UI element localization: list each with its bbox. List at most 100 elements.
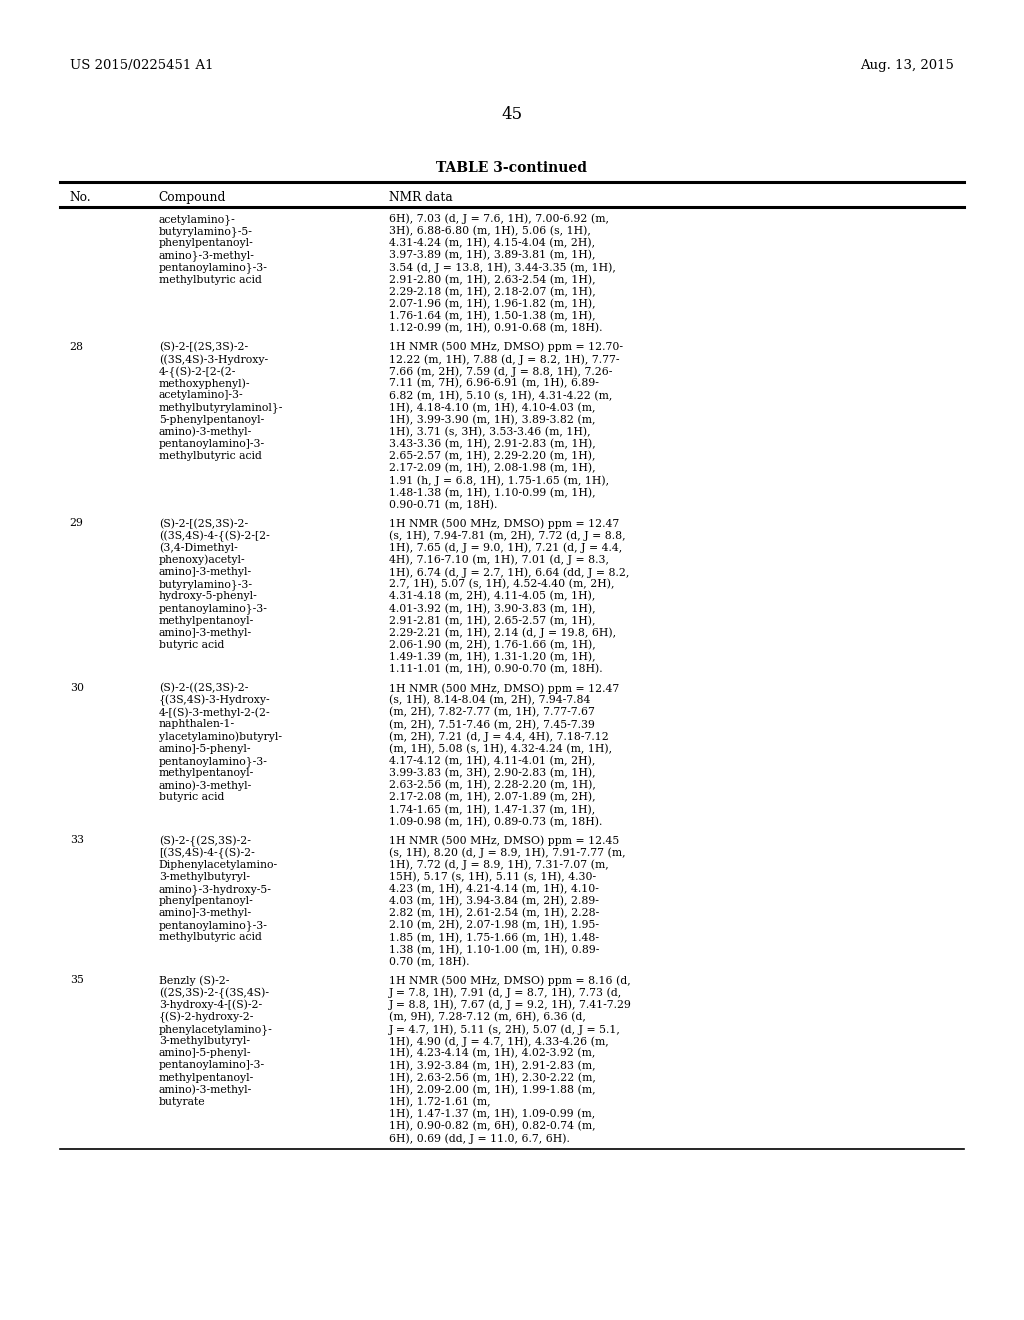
Text: 29: 29 [70, 519, 84, 528]
Text: 1H), 1.47-1.37 (m, 1H), 1.09-0.99 (m,: 1H), 1.47-1.37 (m, 1H), 1.09-0.99 (m, [389, 1109, 595, 1119]
Text: No.: No. [70, 191, 91, 205]
Text: 4.31-4.18 (m, 2H), 4.11-4.05 (m, 1H),: 4.31-4.18 (m, 2H), 4.11-4.05 (m, 1H), [389, 591, 596, 602]
Text: 6.82 (m, 1H), 5.10 (s, 1H), 4.31-4.22 (m,: 6.82 (m, 1H), 5.10 (s, 1H), 4.31-4.22 (m… [389, 391, 612, 401]
Text: 1.49-1.39 (m, 1H), 1.31-1.20 (m, 1H),: 1.49-1.39 (m, 1H), 1.31-1.20 (m, 1H), [389, 652, 596, 663]
Text: J = 4.7, 1H), 5.11 (s, 2H), 5.07 (d, J = 5.1,: J = 4.7, 1H), 5.11 (s, 2H), 5.07 (d, J =… [389, 1024, 621, 1035]
Text: Benzly (S)-2-: Benzly (S)-2- [159, 975, 229, 986]
Text: ylacetylamino)butyryl-: ylacetylamino)butyryl- [159, 731, 282, 742]
Text: 1H), 3.92-3.84 (m, 1H), 2.91-2.83 (m,: 1H), 3.92-3.84 (m, 1H), 2.91-2.83 (m, [389, 1060, 596, 1071]
Text: 1.74-1.65 (m, 1H), 1.47-1.37 (m, 1H),: 1.74-1.65 (m, 1H), 1.47-1.37 (m, 1H), [389, 804, 595, 814]
Text: US 2015/0225451 A1: US 2015/0225451 A1 [70, 59, 213, 73]
Text: 2.07-1.96 (m, 1H), 1.96-1.82 (m, 1H),: 2.07-1.96 (m, 1H), 1.96-1.82 (m, 1H), [389, 298, 596, 309]
Text: hydroxy-5-phenyl-: hydroxy-5-phenyl- [159, 591, 257, 602]
Text: (S)-2-((2S,3S)-2-: (S)-2-((2S,3S)-2- [159, 682, 248, 693]
Text: (S)-2-[(2S,3S)-2-: (S)-2-[(2S,3S)-2- [159, 519, 248, 529]
Text: 3-methylbutyryl-: 3-methylbutyryl- [159, 871, 250, 882]
Text: NMR data: NMR data [389, 191, 453, 205]
Text: 35: 35 [70, 975, 84, 986]
Text: 1H), 1.72-1.61 (m,: 1H), 1.72-1.61 (m, [389, 1097, 490, 1107]
Text: 1H), 2.09-2.00 (m, 1H), 1.99-1.88 (m,: 1H), 2.09-2.00 (m, 1H), 1.99-1.88 (m, [389, 1085, 596, 1096]
Text: 2.7, 1H), 5.07 (s, 1H), 4.52-4.40 (m, 2H),: 2.7, 1H), 5.07 (s, 1H), 4.52-4.40 (m, 2H… [389, 579, 614, 590]
Text: 1H), 4.90 (d, J = 4.7, 1H), 4.33-4.26 (m,: 1H), 4.90 (d, J = 4.7, 1H), 4.33-4.26 (m… [389, 1036, 609, 1047]
Text: 4-{(S)-2-[2-(2-: 4-{(S)-2-[2-(2- [159, 366, 237, 378]
Text: ((2S,3S)-2-{(3S,4S)-: ((2S,3S)-2-{(3S,4S)- [159, 987, 268, 999]
Text: TABLE 3-continued: TABLE 3-continued [436, 161, 588, 176]
Text: 2.63-2.56 (m, 1H), 2.28-2.20 (m, 1H),: 2.63-2.56 (m, 1H), 2.28-2.20 (m, 1H), [389, 780, 596, 791]
Text: 4.03 (m, 1H), 3.94-3.84 (m, 2H), 2.89-: 4.03 (m, 1H), 3.94-3.84 (m, 2H), 2.89- [389, 896, 599, 907]
Text: {(3S,4S)-3-Hydroxy-: {(3S,4S)-3-Hydroxy- [159, 696, 270, 706]
Text: 1H), 6.74 (d, J = 2.7, 1H), 6.64 (dd, J = 8.2,: 1H), 6.74 (d, J = 2.7, 1H), 6.64 (dd, J … [389, 568, 630, 578]
Text: 1H NMR (500 MHz, DMSO) ppm = 8.16 (d,: 1H NMR (500 MHz, DMSO) ppm = 8.16 (d, [389, 975, 631, 986]
Text: 6H), 0.69 (dd, J = 11.0, 6.7, 6H).: 6H), 0.69 (dd, J = 11.0, 6.7, 6H). [389, 1134, 570, 1144]
Text: {(S)-2-hydroxy-2-: {(S)-2-hydroxy-2- [159, 1012, 254, 1023]
Text: 30: 30 [70, 682, 84, 693]
Text: naphthalen-1-: naphthalen-1- [159, 719, 234, 730]
Text: butyric acid: butyric acid [159, 640, 224, 649]
Text: 1H), 3.99-3.90 (m, 1H), 3.89-3.82 (m,: 1H), 3.99-3.90 (m, 1H), 3.89-3.82 (m, [389, 414, 596, 425]
Text: amino}-3-methyl-: amino}-3-methyl- [159, 251, 255, 261]
Text: 1H NMR (500 MHz, DMSO) ppm = 12.47: 1H NMR (500 MHz, DMSO) ppm = 12.47 [389, 682, 620, 693]
Text: acetylamino]-3-: acetylamino]-3- [159, 391, 244, 400]
Text: 1H NMR (500 MHz, DMSO) ppm = 12.47: 1H NMR (500 MHz, DMSO) ppm = 12.47 [389, 519, 620, 529]
Text: 2.65-2.57 (m, 1H), 2.29-2.20 (m, 1H),: 2.65-2.57 (m, 1H), 2.29-2.20 (m, 1H), [389, 451, 596, 462]
Text: 4.01-3.92 (m, 1H), 3.90-3.83 (m, 1H),: 4.01-3.92 (m, 1H), 3.90-3.83 (m, 1H), [389, 603, 596, 614]
Text: 2.29-2.18 (m, 1H), 2.18-2.07 (m, 1H),: 2.29-2.18 (m, 1H), 2.18-2.07 (m, 1H), [389, 286, 596, 297]
Text: 3.43-3.36 (m, 1H), 2.91-2.83 (m, 1H),: 3.43-3.36 (m, 1H), 2.91-2.83 (m, 1H), [389, 440, 596, 449]
Text: 3-methylbutyryl-: 3-methylbutyryl- [159, 1036, 250, 1047]
Text: 5-phenylpentanoyl-: 5-phenylpentanoyl- [159, 414, 264, 425]
Text: J = 7.8, 1H), 7.91 (d, J = 8.7, 1H), 7.73 (d,: J = 7.8, 1H), 7.91 (d, J = 8.7, 1H), 7.7… [389, 987, 623, 998]
Text: butyric acid: butyric acid [159, 792, 224, 803]
Text: butyrylamino}-3-: butyrylamino}-3- [159, 579, 253, 590]
Text: methylpentanoyl-: methylpentanoyl- [159, 768, 254, 777]
Text: amino)-3-methyl-: amino)-3-methyl- [159, 1085, 252, 1096]
Text: 4H), 7.16-7.10 (m, 1H), 7.01 (d, J = 8.3,: 4H), 7.16-7.10 (m, 1H), 7.01 (d, J = 8.3… [389, 554, 609, 565]
Text: methylpentanoyl-: methylpentanoyl- [159, 1073, 254, 1082]
Text: pentanoylamino}-3-: pentanoylamino}-3- [159, 756, 267, 767]
Text: 1.11-1.01 (m, 1H), 0.90-0.70 (m, 18H).: 1.11-1.01 (m, 1H), 0.90-0.70 (m, 18H). [389, 664, 603, 675]
Text: 4.17-4.12 (m, 1H), 4.11-4.01 (m, 2H),: 4.17-4.12 (m, 1H), 4.11-4.01 (m, 2H), [389, 756, 596, 766]
Text: 1.12-0.99 (m, 1H), 0.91-0.68 (m, 18H).: 1.12-0.99 (m, 1H), 0.91-0.68 (m, 18H). [389, 323, 602, 334]
Text: 12.22 (m, 1H), 7.88 (d, J = 8.2, 1H), 7.77-: 12.22 (m, 1H), 7.88 (d, J = 8.2, 1H), 7.… [389, 354, 620, 364]
Text: 0.70 (m, 18H).: 0.70 (m, 18H). [389, 957, 470, 968]
Text: amino}-3-hydroxy-5-: amino}-3-hydroxy-5- [159, 884, 271, 895]
Text: 2.91-2.80 (m, 1H), 2.63-2.54 (m, 1H),: 2.91-2.80 (m, 1H), 2.63-2.54 (m, 1H), [389, 275, 596, 285]
Text: methylbutyrylaminol}-: methylbutyrylaminol}- [159, 403, 283, 413]
Text: (3,4-Dimethyl-: (3,4-Dimethyl- [159, 543, 238, 553]
Text: 2.91-2.81 (m, 1H), 2.65-2.57 (m, 1H),: 2.91-2.81 (m, 1H), 2.65-2.57 (m, 1H), [389, 615, 596, 626]
Text: ((3S,4S)-3-Hydroxy-: ((3S,4S)-3-Hydroxy- [159, 354, 268, 364]
Text: methylbutyric acid: methylbutyric acid [159, 275, 261, 285]
Text: Diphenylacetylamino-: Diphenylacetylamino- [159, 859, 278, 870]
Text: 2.17-2.09 (m, 1H), 2.08-1.98 (m, 1H),: 2.17-2.09 (m, 1H), 2.08-1.98 (m, 1H), [389, 463, 596, 474]
Text: 1H), 4.23-4.14 (m, 1H), 4.02-3.92 (m,: 1H), 4.23-4.14 (m, 1H), 4.02-3.92 (m, [389, 1048, 596, 1059]
Text: phenylacetylamino}-: phenylacetylamino}- [159, 1024, 272, 1035]
Text: methylbutyric acid: methylbutyric acid [159, 932, 261, 942]
Text: methylpentanoyl-: methylpentanoyl- [159, 615, 254, 626]
Text: 3.99-3.83 (m, 3H), 2.90-2.83 (m, 1H),: 3.99-3.83 (m, 3H), 2.90-2.83 (m, 1H), [389, 768, 596, 779]
Text: 45: 45 [502, 106, 522, 123]
Text: 4-[(S)-3-methyl-2-(2-: 4-[(S)-3-methyl-2-(2- [159, 708, 270, 718]
Text: (S)-2-{(2S,3S)-2-: (S)-2-{(2S,3S)-2- [159, 836, 251, 846]
Text: Aug. 13, 2015: Aug. 13, 2015 [860, 59, 954, 73]
Text: 1.09-0.98 (m, 1H), 0.89-0.73 (m, 18H).: 1.09-0.98 (m, 1H), 0.89-0.73 (m, 18H). [389, 817, 602, 826]
Text: 2.29-2.21 (m, 1H), 2.14 (d, J = 19.8, 6H),: 2.29-2.21 (m, 1H), 2.14 (d, J = 19.8, 6H… [389, 628, 616, 639]
Text: 3-hydroxy-4-[(S)-2-: 3-hydroxy-4-[(S)-2- [159, 999, 262, 1010]
Text: 2.82 (m, 1H), 2.61-2.54 (m, 1H), 2.28-: 2.82 (m, 1H), 2.61-2.54 (m, 1H), 2.28- [389, 908, 599, 919]
Text: [(3S,4S)-4-{(S)-2-: [(3S,4S)-4-{(S)-2- [159, 847, 255, 859]
Text: 2.10 (m, 2H), 2.07-1.98 (m, 1H), 1.95-: 2.10 (m, 2H), 2.07-1.98 (m, 1H), 1.95- [389, 920, 599, 931]
Text: 1H), 4.18-4.10 (m, 1H), 4.10-4.03 (m,: 1H), 4.18-4.10 (m, 1H), 4.10-4.03 (m, [389, 403, 596, 413]
Text: (s, 1H), 8.14-8.04 (m, 2H), 7.94-7.84: (s, 1H), 8.14-8.04 (m, 2H), 7.94-7.84 [389, 696, 591, 705]
Text: acetylamino}-: acetylamino}- [159, 214, 236, 224]
Text: amino)-3-methyl-: amino)-3-methyl- [159, 780, 252, 791]
Text: phenylpentanoyl-: phenylpentanoyl- [159, 896, 254, 906]
Text: 3.97-3.89 (m, 1H), 3.89-3.81 (m, 1H),: 3.97-3.89 (m, 1H), 3.89-3.81 (m, 1H), [389, 251, 596, 260]
Text: (m, 1H), 5.08 (s, 1H), 4.32-4.24 (m, 1H),: (m, 1H), 5.08 (s, 1H), 4.32-4.24 (m, 1H)… [389, 743, 612, 754]
Text: 3.54 (d, J = 13.8, 1H), 3.44-3.35 (m, 1H),: 3.54 (d, J = 13.8, 1H), 3.44-3.35 (m, 1H… [389, 263, 616, 273]
Text: 1H), 2.63-2.56 (m, 1H), 2.30-2.22 (m,: 1H), 2.63-2.56 (m, 1H), 2.30-2.22 (m, [389, 1073, 596, 1082]
Text: (m, 2H), 7.51-7.46 (m, 2H), 7.45-7.39: (m, 2H), 7.51-7.46 (m, 2H), 7.45-7.39 [389, 719, 595, 730]
Text: amino]-3-methyl-: amino]-3-methyl- [159, 568, 252, 577]
Text: (s, 1H), 8.20 (d, J = 8.9, 1H), 7.91-7.77 (m,: (s, 1H), 8.20 (d, J = 8.9, 1H), 7.91-7.7… [389, 847, 626, 858]
Text: amino]-3-methyl-: amino]-3-methyl- [159, 628, 252, 638]
Text: 1.48-1.38 (m, 1H), 1.10-0.99 (m, 1H),: 1.48-1.38 (m, 1H), 1.10-0.99 (m, 1H), [389, 487, 596, 498]
Text: 0.90-0.71 (m, 18H).: 0.90-0.71 (m, 18H). [389, 500, 498, 510]
Text: 2.06-1.90 (m, 2H), 1.76-1.66 (m, 1H),: 2.06-1.90 (m, 2H), 1.76-1.66 (m, 1H), [389, 640, 596, 651]
